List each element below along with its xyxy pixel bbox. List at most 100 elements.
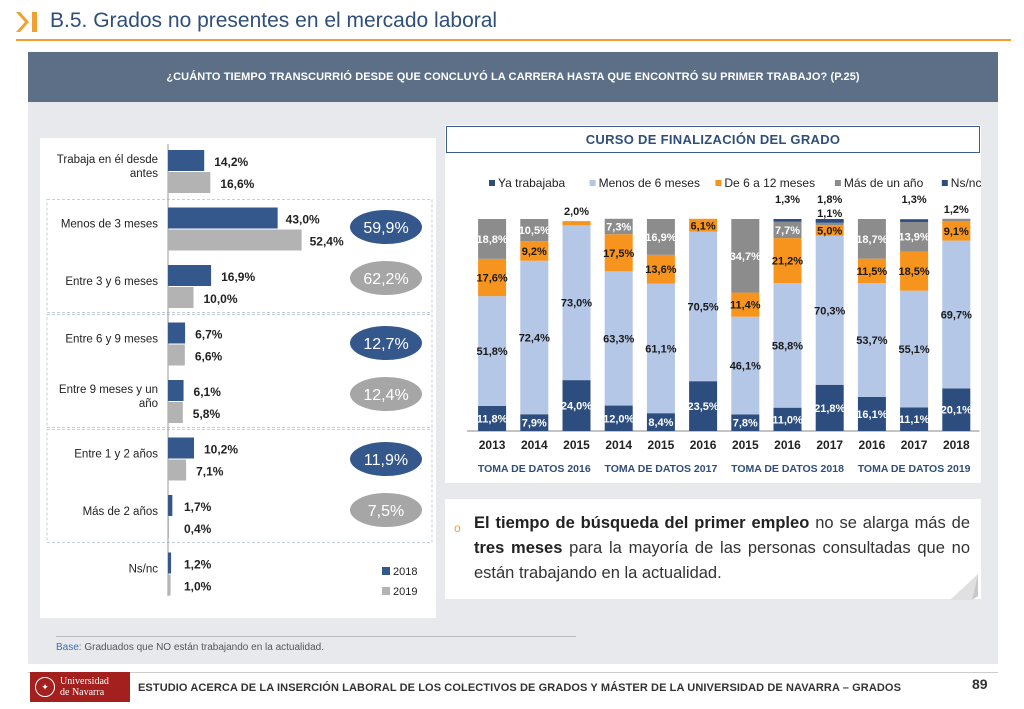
x-tick-label: 2016	[859, 438, 886, 452]
group-total-value: 59,9%	[363, 220, 408, 237]
stacked-segment	[562, 225, 591, 381]
segment-label: 7,8%	[733, 418, 758, 430]
category-label: Más de 2 años	[83, 506, 159, 518]
group-total-value: 12,7%	[363, 336, 408, 353]
x-tick-label: 2013	[479, 438, 506, 452]
legend-label: De 6 a 12 meses	[724, 176, 815, 190]
bar-2019	[168, 229, 302, 251]
base-text: Graduados que NO están trabajando en la …	[81, 642, 324, 653]
segment-label: 20,1%	[941, 405, 972, 417]
segment-label: 18,8%	[476, 234, 507, 246]
data-label-2019: 6,6%	[195, 350, 223, 364]
segment-label: 34,7%	[730, 251, 761, 263]
base-note: Base: Graduados que NO están trabajando …	[56, 642, 324, 653]
stacked-segment	[773, 221, 802, 239]
group-label: TOMA DE DATOS 2018	[731, 463, 844, 475]
group-outline	[46, 314, 433, 428]
group-outline	[46, 199, 433, 313]
group-label: TOMA DE DATOS 2019	[858, 463, 971, 475]
bar-2019	[168, 459, 187, 481]
bar-2018	[168, 495, 173, 516]
segment-label: 13,9%	[898, 232, 929, 244]
bar-2018	[168, 150, 205, 171]
legend-swatch	[489, 180, 495, 186]
stacked-segment	[815, 219, 844, 223]
segment-label: 46,1%	[730, 361, 761, 373]
segment-label: 73,0%	[561, 298, 592, 310]
stacked-segment	[646, 219, 675, 255]
stacked-segment	[857, 258, 886, 284]
legend-swatch	[589, 180, 596, 186]
chevron-bar-icon	[16, 12, 37, 32]
segment-label: 10,5%	[519, 225, 550, 237]
data-label-2019: 10,0%	[204, 292, 238, 306]
segment-label: 7,7%	[775, 225, 800, 237]
summary-text-1: no se alarga más de	[809, 514, 970, 532]
time-to-job-bar-chart: Trabaja en él desde antes 14,2% 16,6% Menos …	[46, 144, 433, 598]
bar-2018	[168, 322, 186, 344]
segment-label: 72,4%	[519, 333, 550, 345]
data-label-2018: 6,1%	[194, 385, 222, 399]
stacked-segment	[900, 221, 929, 252]
stacked-segment	[731, 219, 760, 293]
x-tick-label: 2015	[563, 438, 590, 452]
page-title: B.5. Grados no presentes en el mercado l…	[50, 9, 498, 32]
stacked-segment	[815, 225, 844, 236]
bar-2019	[168, 402, 183, 423]
legend-swatch	[382, 587, 390, 595]
stacked-segment	[562, 221, 591, 226]
data-label-2019: 52,4%	[310, 235, 344, 249]
segment-label: 53,7%	[856, 335, 887, 347]
stacked-segment	[857, 219, 886, 259]
category-label: Entre 9 meses y un	[59, 384, 158, 396]
stacked-segment	[478, 258, 507, 297]
question-banner: ¿CUÁNTO TIEMPO TRANSCURRIÓ DESDE QUE CON…	[28, 52, 998, 102]
stacked-segment	[646, 283, 675, 414]
group-total-value: 11,9%	[364, 452, 408, 469]
segment-label: 8,4%	[648, 417, 673, 429]
bar-2018	[168, 265, 212, 286]
stacked-segment	[478, 219, 507, 259]
category-label: año	[139, 398, 158, 410]
stacked-segment	[689, 218, 718, 232]
stacked-segment	[773, 219, 802, 222]
stacked-segment	[900, 219, 929, 222]
legend-swatch	[834, 180, 841, 186]
stacked-segment	[604, 218, 633, 235]
category-label: antes	[130, 168, 158, 180]
bar-2018	[168, 380, 184, 401]
segment-label: 58,8%	[772, 340, 803, 352]
category-label: Ns/nc	[129, 564, 159, 576]
stacked-segment	[520, 241, 549, 261]
legend-label: Más de un año	[844, 176, 924, 190]
segment-label: 1,8%	[817, 194, 842, 206]
segment-label: 16,9%	[645, 232, 676, 244]
segment-label: 6,1%	[691, 220, 716, 232]
x-tick-label: 2018	[943, 438, 970, 452]
category-label: Entre 1 y 2 años	[74, 449, 158, 461]
stacked-segment	[900, 407, 929, 431]
segment-label: 1,2%	[944, 204, 969, 216]
stacked-segment	[689, 381, 718, 431]
stacked-segment	[689, 231, 718, 382]
data-label-2019: 1,0%	[184, 580, 212, 594]
segment-label: 70,3%	[814, 305, 845, 317]
legend-label: Menos de 6 meses	[599, 176, 700, 190]
group-label: TOMA DE DATOS 2016	[478, 463, 591, 475]
stacked-segment	[646, 413, 675, 431]
x-tick-label: 2014	[605, 438, 632, 452]
legend-swatch	[941, 180, 948, 186]
stacked-segment	[773, 283, 802, 408]
bar-2019	[168, 344, 185, 366]
summary-bold-1: El tiempo de búsqueda del primer empleo	[474, 514, 810, 532]
summary-bold-2: tres meses	[474, 539, 563, 557]
stacked-segment	[773, 407, 802, 431]
segment-label: 11,1%	[899, 414, 930, 426]
segment-label: 63,3%	[603, 333, 634, 345]
page-fold-icon	[950, 574, 978, 600]
segment-label: 17,5%	[603, 248, 634, 260]
segment-label: 69,7%	[941, 310, 972, 322]
segment-label: 16,1%	[856, 409, 887, 421]
bullet-icon: o	[454, 521, 461, 535]
stacked-segment	[604, 271, 633, 406]
